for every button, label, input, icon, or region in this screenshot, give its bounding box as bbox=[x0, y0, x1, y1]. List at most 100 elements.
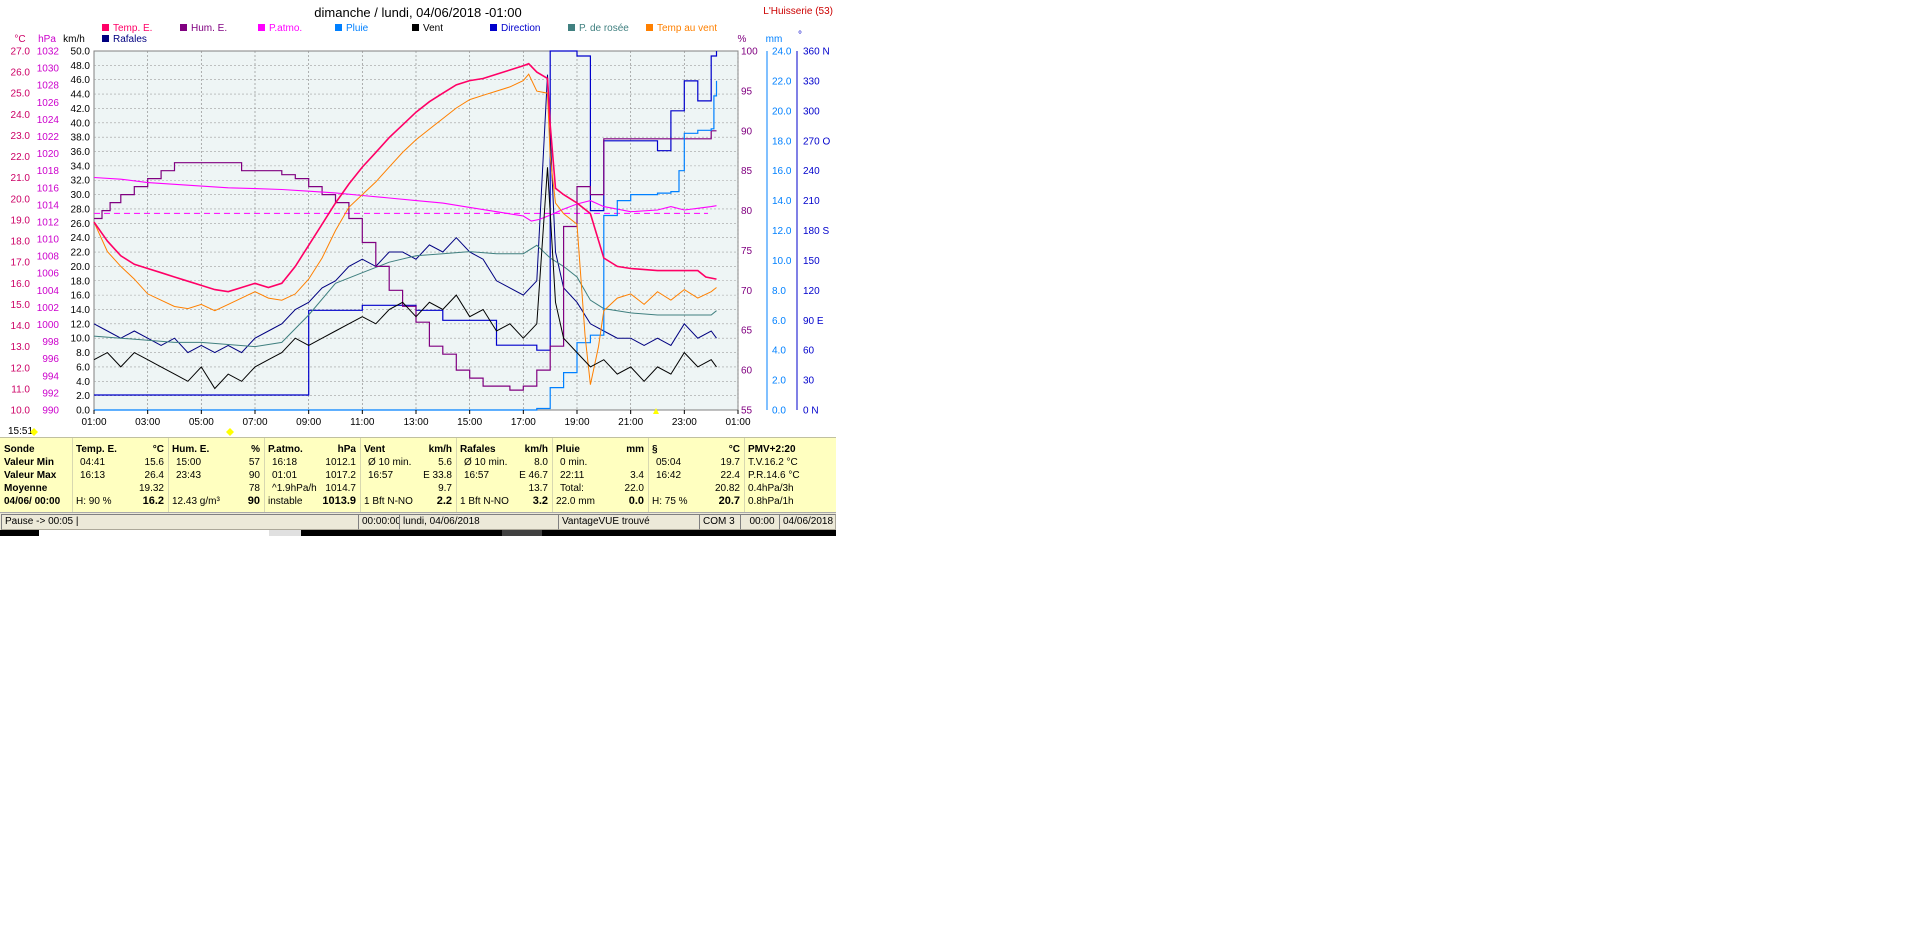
cell-value: 22.0 bbox=[624, 483, 644, 494]
table-cell-row: 04:41 15.6 bbox=[76, 456, 164, 469]
table-cell-row: 12.43 g/m³ 90 bbox=[172, 495, 260, 508]
cell-value: 90 bbox=[247, 495, 260, 507]
row-label: Moyenne bbox=[4, 483, 48, 494]
tick-label-temp: 18.0 bbox=[11, 237, 31, 248]
column-6: § °C 05:04 19.7 16:42 22.4 20.82 H: 75 % 20.7 bbox=[648, 438, 745, 512]
cell-label: 22:11 bbox=[560, 470, 585, 481]
cell-label: H: 75 % bbox=[652, 496, 688, 507]
tick-label-humidity: 75 bbox=[741, 246, 753, 257]
table-cell-row: 13.7 bbox=[460, 482, 548, 495]
tick-label-direction: 0 N bbox=[803, 406, 819, 417]
table-cell-row: 01:01 1017.2 bbox=[268, 469, 356, 482]
progress-segment-a bbox=[39, 530, 269, 536]
tick-label-wind: 46.0 bbox=[71, 75, 91, 86]
tick-label-wind: 2.0 bbox=[76, 391, 90, 402]
cell-value: 22.4 bbox=[720, 470, 740, 481]
tick-label-pressure: 1028 bbox=[37, 81, 60, 92]
column-3: Vent km/h Ø 10 min. 5.6 16:57 E 33.8 9.7 1 Bft … bbox=[360, 438, 457, 512]
column-header: Rafales km/h bbox=[460, 443, 548, 456]
unit-labels: °C hPa km/h % mm ° bbox=[14, 30, 802, 45]
tick-label-pressure: 1000 bbox=[37, 320, 60, 331]
status-clock: 00:00 bbox=[740, 514, 781, 530]
column-4: Rafales km/h Ø 10 min. 8.0 16:57 E 46.7 13.7 1 … bbox=[456, 438, 553, 512]
pmv-line: 0.8hPa/1h bbox=[748, 496, 794, 507]
x-tick-label: 17:00 bbox=[511, 417, 536, 428]
status-pause[interactable]: Pause -> 00:05 | bbox=[1, 514, 360, 530]
legend-swatch bbox=[412, 24, 419, 31]
status-date-short: 04/06/2018 bbox=[779, 514, 836, 530]
cell-value: 3.4 bbox=[630, 470, 644, 481]
tick-label-direction: 330 bbox=[803, 76, 820, 87]
tick-label-wind: 16.0 bbox=[71, 291, 91, 302]
table-cell-row: 16:13 26.4 bbox=[76, 469, 164, 482]
table-cell-row: 16:42 22.4 bbox=[652, 469, 740, 482]
tick-label-wind: 10.0 bbox=[71, 334, 91, 345]
status-date: lundi, 04/06/2018 bbox=[399, 514, 560, 530]
column-header: Temp. E. °C bbox=[76, 443, 164, 456]
tick-label-temp: 19.0 bbox=[11, 215, 31, 226]
cell-value: 1012.1 bbox=[325, 457, 356, 468]
column-header: Vent km/h bbox=[364, 443, 452, 456]
table-cell-row: 15:00 57 bbox=[172, 456, 260, 469]
legend-label: Temp. E. bbox=[113, 23, 152, 34]
cell-value: 78 bbox=[248, 483, 260, 494]
unit-temp: °C bbox=[14, 34, 25, 45]
cell-value: 57 bbox=[248, 457, 260, 468]
tick-label-wind: 8.0 bbox=[76, 348, 90, 359]
tick-label-temp: 12.0 bbox=[11, 363, 31, 374]
tick-label-wind: 6.0 bbox=[76, 362, 90, 373]
tick-label-rain: 10.0 bbox=[772, 256, 792, 267]
table-cell-row: 05:04 19.7 bbox=[652, 456, 740, 469]
pmv-header: PMV+2:20 bbox=[748, 444, 796, 455]
cell-value: 19.7 bbox=[720, 457, 740, 468]
tick-label-pressure: 1008 bbox=[37, 252, 60, 263]
x-tick-label: 01:00 bbox=[81, 417, 106, 428]
unit-humidity: % bbox=[738, 34, 747, 45]
row-label: Valeur Min bbox=[4, 457, 55, 468]
cell-label: 16:57 bbox=[368, 470, 394, 481]
tick-label-direction: 150 bbox=[803, 256, 820, 267]
tick-label-temp: 17.0 bbox=[11, 258, 31, 269]
table-cell-row: 20.82 bbox=[652, 482, 740, 495]
tick-label-wind: 50.0 bbox=[71, 47, 91, 58]
column-header-label: Rafales bbox=[460, 444, 496, 455]
column-2: P.atmo. hPa 16:18 1012.1 01:01 1017.2 ^1.9hPa/… bbox=[264, 438, 361, 512]
tick-label-pressure: 1018 bbox=[37, 166, 60, 177]
table-cell-row: ^1.9hPa/h 1014.7 bbox=[268, 482, 356, 495]
cell-value: 0.0 bbox=[628, 495, 644, 507]
x-tick-label: 09:00 bbox=[296, 417, 321, 428]
tick-label-wind: 28.0 bbox=[71, 204, 91, 215]
tick-label-temp: 10.0 bbox=[11, 406, 31, 417]
x-tick-label: 11:00 bbox=[350, 417, 375, 428]
series-rafales bbox=[93, 74, 717, 354]
tick-label-rain: 18.0 bbox=[772, 136, 792, 147]
tick-label-temp: 25.0 bbox=[11, 89, 31, 100]
series-temp-e- bbox=[93, 62, 717, 293]
column-header-label: Pluie bbox=[556, 444, 580, 455]
cell-value: E 33.8 bbox=[423, 470, 452, 481]
legend-swatch bbox=[258, 24, 265, 31]
tick-label-wind: 38.0 bbox=[71, 133, 91, 144]
sun-marker-icon bbox=[30, 428, 38, 436]
tick-label-wind: 18.0 bbox=[71, 276, 91, 287]
cell-value: 19.32 bbox=[138, 483, 164, 494]
tick-label-pressure: 1010 bbox=[37, 235, 60, 246]
column-header-label: Vent bbox=[364, 444, 386, 455]
tick-label-humidity: 100 bbox=[741, 47, 758, 58]
weather-app: dimanche / lundi, 04/06/2018 -01:00 L'Hu… bbox=[0, 0, 836, 536]
table-cell-row: 9.7 bbox=[364, 482, 452, 495]
series-layer bbox=[93, 50, 718, 411]
column-header-label: Hum. E. bbox=[172, 444, 210, 455]
table-cell-row: Ø 10 min. 8.0 bbox=[460, 456, 548, 469]
column-1: Hum. E.% 15:00 57 23:43 90 78 12.43 g/m³ 90 bbox=[168, 438, 265, 512]
x-tick-label: 13:00 bbox=[403, 417, 428, 428]
tick-label-temp: 23.0 bbox=[11, 131, 31, 142]
legend-label: Temp au vent bbox=[657, 23, 717, 34]
column-header-unit: °C bbox=[152, 444, 164, 455]
row-label: 04/06/ 00:00 bbox=[4, 496, 61, 507]
column-header-unit: % bbox=[251, 444, 260, 455]
legend-swatch bbox=[646, 24, 653, 31]
table-cell-row: 1 Bft N-NO 3.2 bbox=[460, 495, 548, 508]
tick-label-wind: 36.0 bbox=[71, 147, 91, 158]
tick-label-wind: 30.0 bbox=[71, 190, 91, 201]
